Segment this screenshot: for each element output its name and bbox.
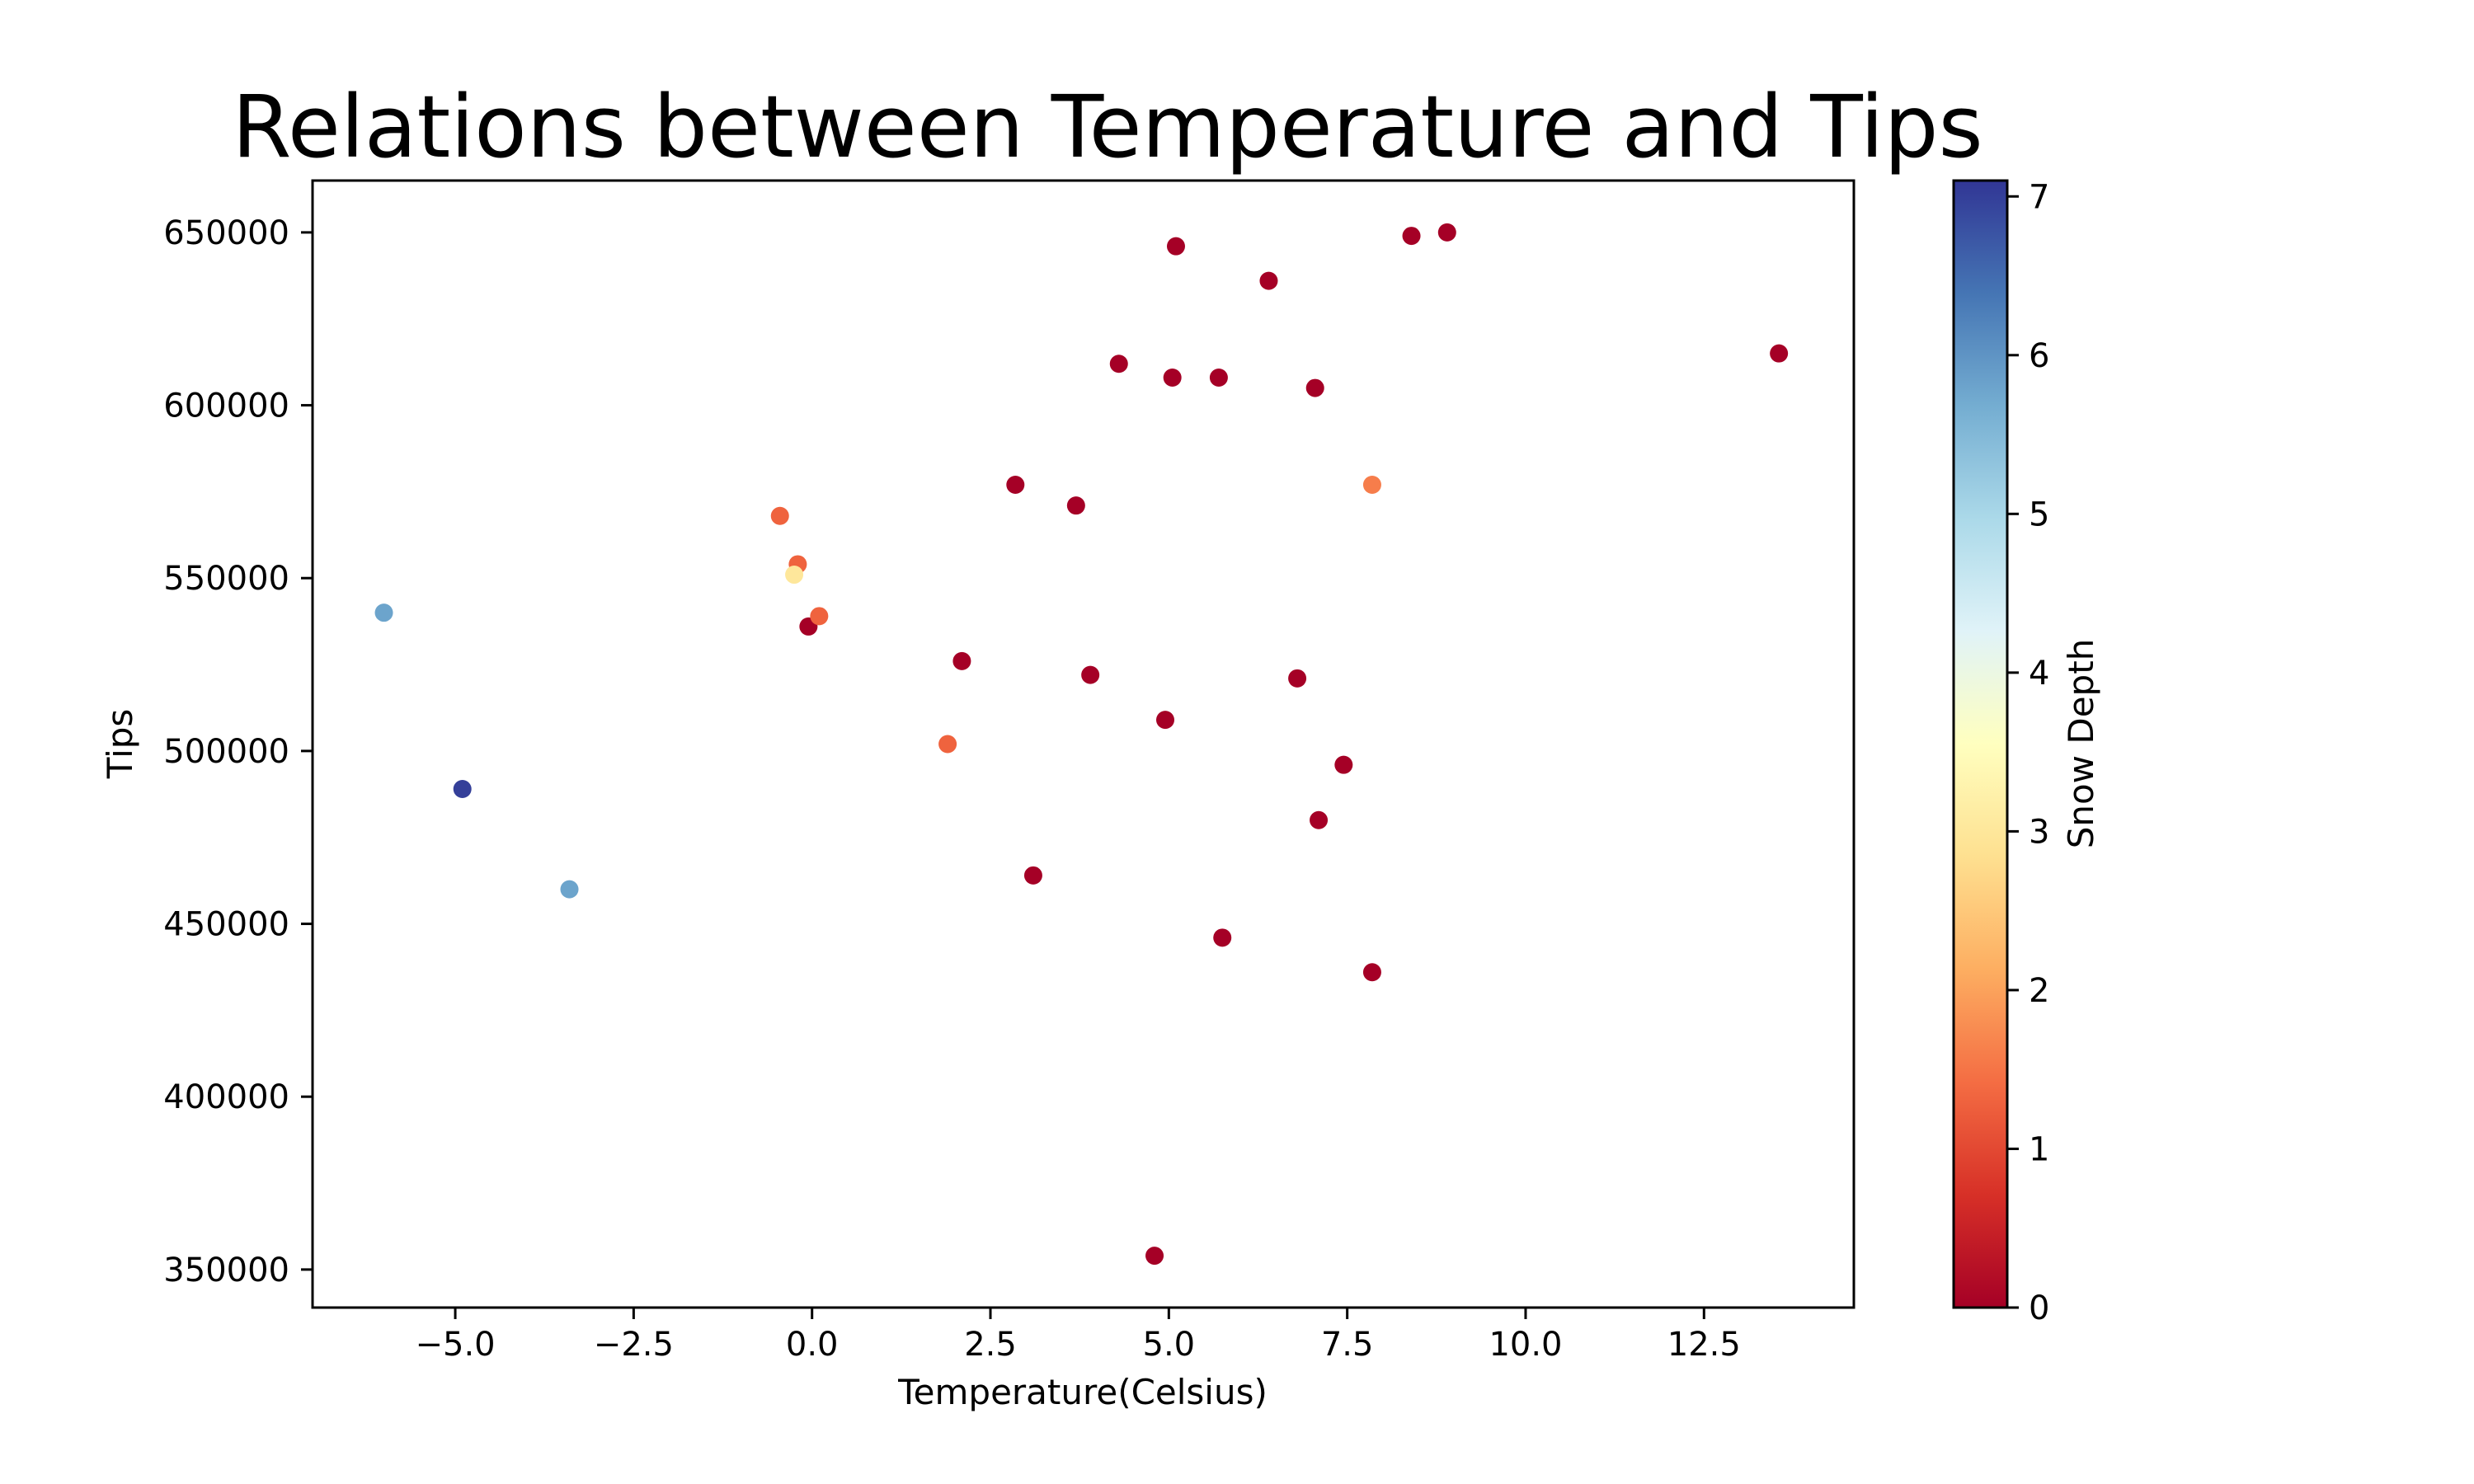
data-point (453, 780, 472, 799)
data-point (810, 607, 829, 626)
data-point (952, 651, 971, 670)
colorbar-tick-label: 6 (2029, 337, 2049, 375)
data-point (1145, 1247, 1164, 1266)
x-tick-label: 7.5 (1321, 1326, 1374, 1364)
data-point (374, 603, 393, 622)
data-point (1362, 476, 1381, 495)
y-tick-label: 450000 (163, 906, 289, 944)
data-point (785, 566, 804, 585)
y-tick-label: 500000 (163, 733, 289, 771)
colorbar-tick-label: 0 (2029, 1289, 2049, 1327)
colorbar-label: Snow Depth (2061, 639, 2101, 849)
x-tick-label: −5.0 (415, 1326, 495, 1364)
data-point (1334, 755, 1353, 774)
data-point (1006, 476, 1025, 495)
y-tick-label: 400000 (163, 1078, 289, 1116)
data-point (1156, 711, 1175, 730)
data-point (1362, 963, 1381, 982)
y-tick-label: 600000 (163, 387, 289, 425)
colorbar (1952, 179, 2009, 1309)
colorbar-ticks: 0 1 2 3 4 5 6 7 (2007, 178, 2049, 1327)
x-tick-label: −2.5 (594, 1326, 674, 1364)
y-tick-label: 650000 (163, 214, 289, 252)
x-axis-ticks: −5.0 −2.5 0.0 2.5 5.0 7.5 10.0 12.5 (415, 1308, 1741, 1364)
data-point (1259, 271, 1278, 290)
data-point (1109, 355, 1128, 373)
chart-title: Relations between Temperature and Tips (232, 77, 1982, 177)
y-tick-label: 350000 (163, 1252, 289, 1289)
data-point (1023, 866, 1042, 885)
points-layer (374, 223, 1789, 1266)
colorbar-tick-label: 2 (2029, 972, 2049, 1010)
x-tick-label: 12.5 (1667, 1326, 1741, 1364)
x-axis-label: Temperature(Celsius) (897, 1372, 1268, 1412)
data-point (560, 880, 579, 899)
data-point (1288, 669, 1307, 688)
colorbar-tick-label: 1 (2029, 1130, 2049, 1168)
x-tick-label: 10.0 (1489, 1326, 1562, 1364)
data-point (938, 735, 957, 754)
colorbar-tick-label: 4 (2029, 655, 2049, 693)
data-point (1770, 344, 1789, 363)
data-point (1402, 227, 1421, 246)
data-point (1166, 237, 1185, 256)
x-tick-label: 0.0 (786, 1326, 839, 1364)
data-point (1209, 369, 1228, 387)
y-axis-label: Tips (100, 709, 140, 780)
x-tick-label: 2.5 (964, 1326, 1017, 1364)
plot-area-frame (311, 179, 1856, 1309)
data-point (1066, 496, 1085, 515)
y-axis-ticks: 350000 400000 450000 500000 550000 600000 6500… (163, 214, 313, 1289)
data-point (1305, 378, 1324, 397)
data-point (1310, 810, 1329, 829)
data-point (1213, 928, 1232, 947)
x-tick-label: 5.0 (1143, 1326, 1196, 1364)
colorbar-tick-label: 5 (2029, 495, 2049, 533)
data-point (770, 506, 789, 525)
data-point (1081, 665, 1100, 684)
colorbar-tick-label: 3 (2029, 813, 2049, 851)
colorbar-tick-label: 7 (2029, 178, 2049, 216)
data-point (1437, 223, 1456, 242)
data-point (1163, 369, 1182, 387)
y-tick-label: 550000 (163, 560, 289, 598)
